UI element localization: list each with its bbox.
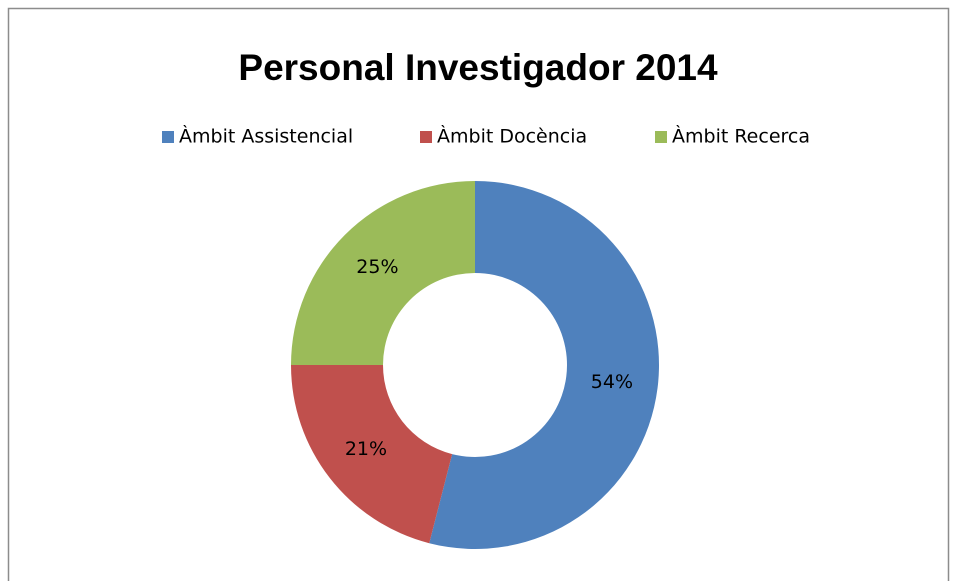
donut-slice <box>291 365 453 544</box>
data-label: 21% <box>345 438 387 460</box>
legend-label: Àmbit Docència <box>437 125 587 148</box>
legend-swatch <box>655 131 667 143</box>
legend-label: Àmbit Assistencial <box>179 125 353 148</box>
data-label: 54% <box>591 371 633 393</box>
chart-title: Personal Investigador 2014 <box>238 47 718 88</box>
legend-swatch <box>420 131 432 143</box>
legend-swatch <box>162 131 174 143</box>
data-label: 25% <box>356 256 398 278</box>
legend-label: Àmbit Recerca <box>672 125 810 148</box>
donut-slice <box>429 181 660 549</box>
donut-slice <box>291 181 475 365</box>
